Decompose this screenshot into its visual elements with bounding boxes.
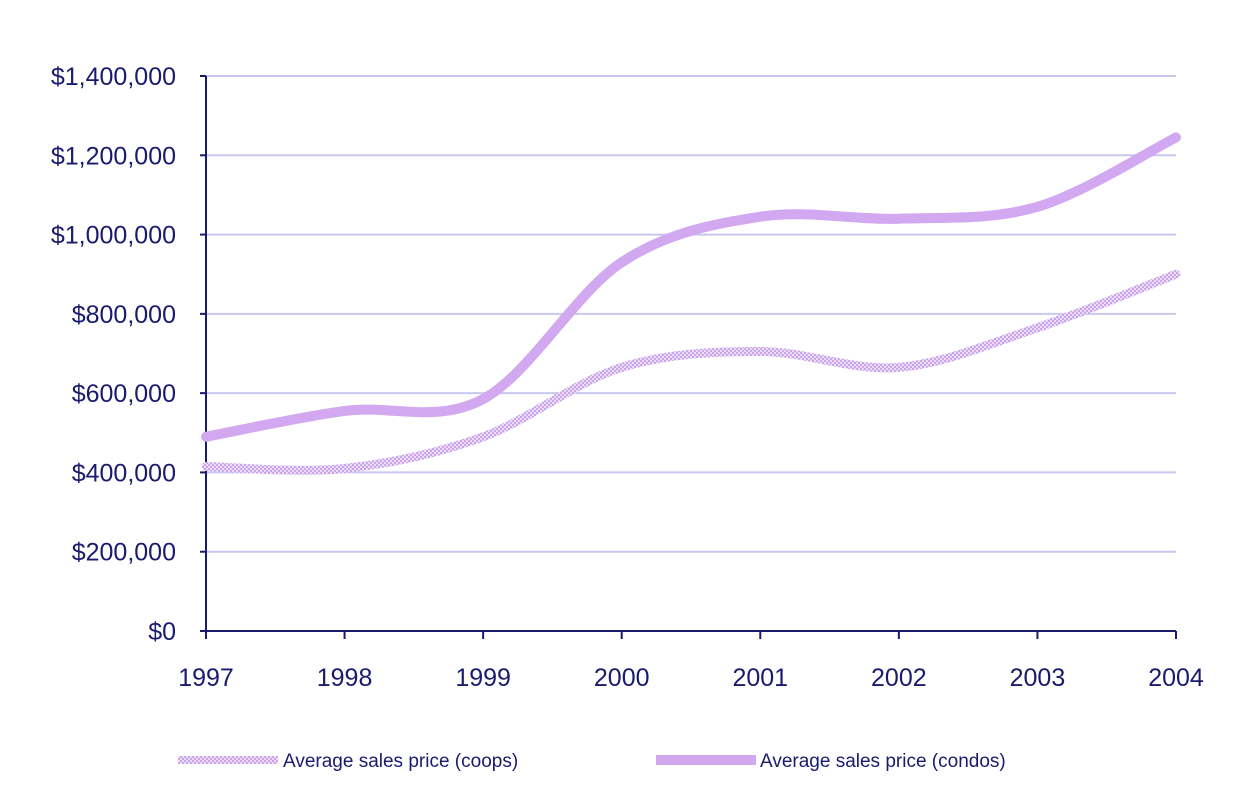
- x-tick-label: 1999: [455, 664, 511, 692]
- legend-label-average-sales-price-coops: Average sales price (coops): [283, 751, 518, 772]
- axes: [205, 76, 1176, 632]
- series-line-average-sales-price-condos: [201, 132, 1181, 442]
- legend-label-average-sales-price-condos: Average sales price (condos): [760, 751, 1006, 772]
- x-tick-label: 1998: [317, 664, 373, 692]
- x-tick-label: 2001: [732, 664, 788, 692]
- y-tick-label: $400,000: [72, 459, 176, 487]
- x-tick-label: 2004: [1148, 664, 1204, 692]
- y-tick-label: $200,000: [72, 539, 176, 567]
- series-layer: [201, 132, 1181, 475]
- series-line-average-sales-price-coops: [201, 269, 1181, 475]
- y-axis-ticks: $0 $200,000 $400,000 $600,000 $800,000 $1,000…: [51, 63, 206, 646]
- y-tick-label: $0: [148, 618, 176, 646]
- x-axis-ticks: 1997 1998 1999 2000 2001 2002 2003 2004: [178, 631, 1204, 692]
- gridlines: [206, 75, 1176, 553]
- y-tick-label: $1,400,000: [51, 63, 176, 91]
- x-tick-label: 2000: [594, 664, 650, 692]
- y-tick-label: $600,000: [72, 380, 176, 408]
- y-tick-label: $1,200,000: [51, 142, 176, 170]
- legend: Average sales price (coops) Average sales…: [178, 751, 1006, 772]
- x-tick-label: 2003: [1010, 664, 1066, 692]
- x-tick-label: 2002: [871, 664, 927, 692]
- y-tick-label: $1,000,000: [51, 222, 176, 250]
- y-tick-label: $800,000: [72, 301, 176, 329]
- x-tick-label: 1997: [178, 664, 234, 692]
